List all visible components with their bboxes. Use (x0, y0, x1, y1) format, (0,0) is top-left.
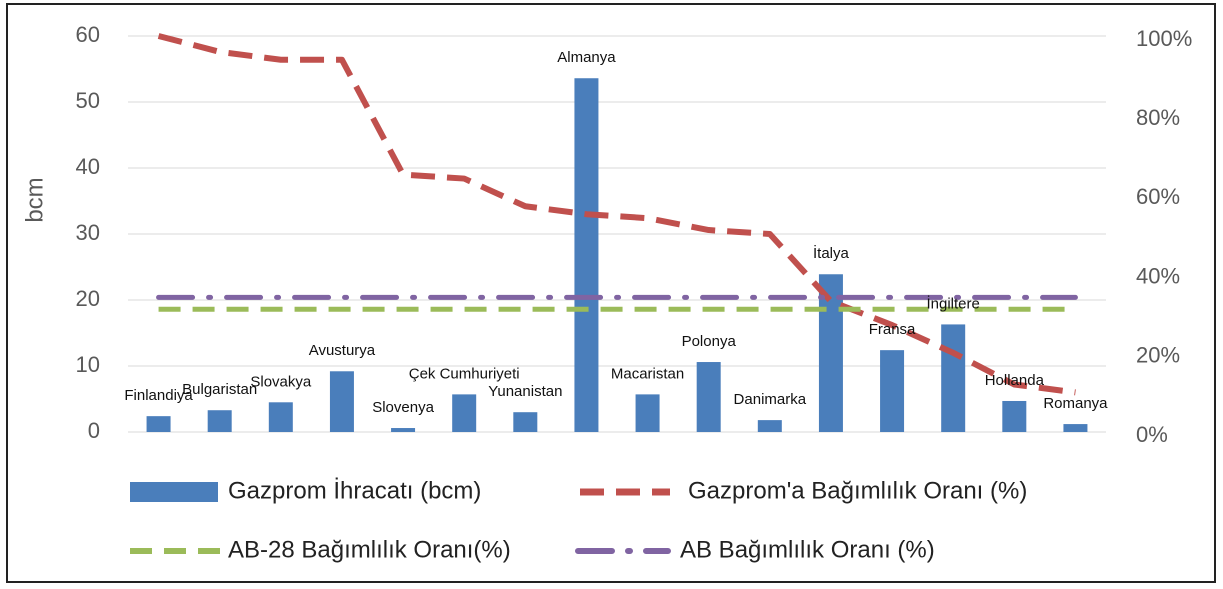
legend-label: Gazprom'a Bağımlılık Oranı (%) (688, 477, 1027, 504)
y2-tick-label: 60% (1136, 184, 1180, 209)
category-label: Çek Cumhuriyeti (409, 365, 520, 382)
bar (1063, 424, 1088, 432)
bar (268, 402, 293, 432)
category-label: İtalya (813, 244, 850, 262)
y2-tick-label: 80% (1136, 105, 1180, 130)
y-tick-label: 30 (76, 220, 100, 245)
bar (452, 394, 477, 432)
category-label: Yunanistan (488, 383, 562, 400)
bar (880, 350, 905, 432)
legend-label: AB-28 Bağımlılık Oranı(%) (228, 536, 511, 563)
bar (818, 274, 843, 432)
category-label: Slovakya (250, 373, 312, 390)
y-tick-label: 20 (76, 286, 100, 311)
y2-tick-label: 0% (1136, 422, 1168, 447)
category-label: Hollanda (985, 372, 1045, 389)
category-label: Slovenya (372, 399, 434, 416)
line-series (157, 33, 1076, 396)
legend-label: Gazprom İhracatı (bcm) (228, 477, 481, 504)
y-tick-label: 10 (76, 352, 100, 377)
bar (207, 410, 232, 432)
legend-label: AB Bağımlılık Oranı (%) (680, 536, 935, 563)
bar (329, 371, 354, 432)
bar (574, 78, 599, 433)
category-label: Almanya (557, 49, 616, 66)
bar (696, 362, 721, 432)
legend-swatch (130, 482, 218, 502)
category-label: Fransa (869, 321, 916, 338)
category-label: Macaristan (611, 365, 684, 382)
category-label: Bulgaristan (182, 381, 257, 398)
y-tick-label: 60 (76, 22, 100, 47)
category-label: Avusturya (309, 342, 376, 359)
category-label: Finlandiya (124, 387, 193, 404)
bar (941, 324, 966, 432)
bar (635, 394, 660, 432)
bar (1002, 400, 1027, 432)
y-tick-label: 0 (88, 418, 100, 443)
y-tick-label: 50 (76, 88, 100, 113)
category-label: Polonya (682, 333, 737, 350)
bar (146, 416, 171, 432)
category-label: Romanya (1043, 395, 1108, 412)
y-tick-label: 40 (76, 154, 100, 179)
y2-tick-label: 100% (1136, 26, 1192, 51)
bar (513, 412, 538, 432)
y-axis-label: bcm (21, 177, 48, 222)
bar (391, 428, 416, 432)
y2-tick-label: 40% (1136, 263, 1180, 288)
bar (757, 420, 782, 432)
y2-tick-label: 20% (1136, 343, 1180, 368)
category-label: Danimarka (734, 391, 807, 408)
category-label: İngiltere (927, 294, 980, 312)
